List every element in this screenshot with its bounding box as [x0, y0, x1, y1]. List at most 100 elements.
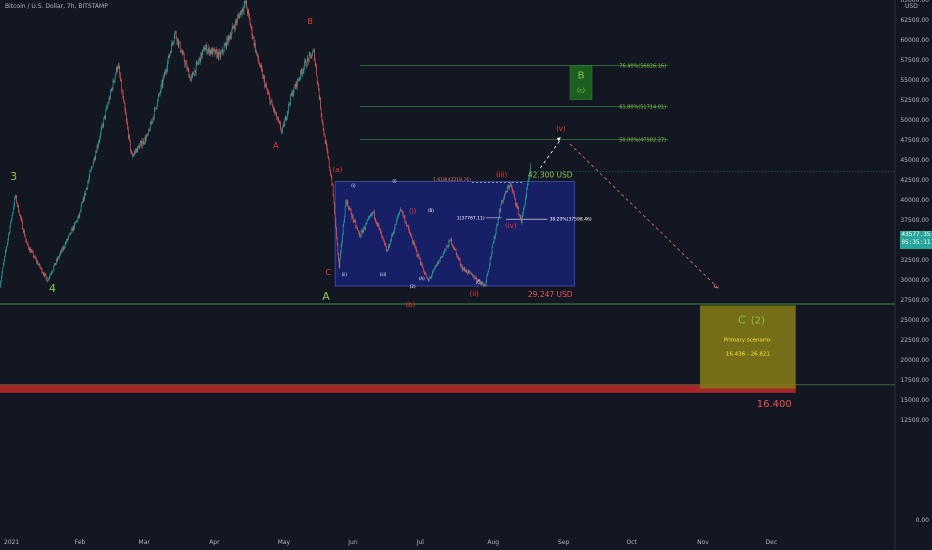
candle-body: [387, 249, 388, 251]
candle-body: [3, 264, 4, 268]
candle-body: [518, 207, 519, 215]
candle-body: [235, 20, 236, 30]
candle-body: [467, 270, 469, 274]
candle-body: [417, 254, 418, 257]
candle-body: [497, 219, 499, 225]
candle-body: [347, 201, 349, 206]
current-price-value: 43577.35: [901, 231, 931, 238]
candle-body: [523, 206, 525, 209]
candle-body: [125, 110, 126, 115]
candle-body: [207, 51, 208, 54]
level-label: 38.20%(37598.46): [549, 217, 591, 223]
candle-body: [336, 226, 337, 238]
candle-body: [465, 270, 466, 273]
candle-body: [163, 75, 164, 80]
candle-body: [76, 220, 78, 222]
candle-body: [277, 118, 279, 120]
candle-body: [354, 219, 355, 222]
candle-body: [487, 273, 488, 276]
candle-body: [220, 53, 222, 58]
candle-body: [454, 248, 456, 250]
candle-body: [162, 79, 164, 86]
candle-body: [41, 268, 43, 273]
bar-countdown: 05:35:11: [901, 239, 931, 246]
candle-body: [22, 229, 24, 233]
candle-body: [51, 272, 53, 274]
candle-body: [253, 37, 255, 46]
candle-body: [322, 119, 323, 123]
candle-body: [167, 61, 168, 69]
candle-body: [497, 224, 498, 226]
candle-body: [164, 71, 166, 77]
candle-body: [109, 97, 111, 99]
candle-body: [203, 47, 204, 50]
candle-body: [437, 261, 438, 266]
candle-body: [134, 152, 135, 155]
candle-body: [445, 245, 447, 250]
candle-body: [265, 84, 266, 87]
candle-body: [280, 129, 282, 132]
candle-body: [114, 80, 115, 82]
candle-body: [282, 123, 284, 127]
candle-body: [94, 157, 96, 161]
candle-body: [183, 52, 184, 55]
candle-body: [82, 201, 83, 204]
candle-body: [421, 263, 423, 268]
candle-body: [107, 104, 109, 107]
candle-body: [458, 258, 460, 260]
candle-body: [363, 226, 365, 231]
candle-body: [215, 49, 217, 51]
candle-body: [237, 17, 238, 22]
candle-body: [13, 205, 15, 209]
candle-body: [115, 73, 117, 77]
candle-body: [451, 243, 453, 246]
candle-body: [261, 65, 262, 69]
candle-body: [495, 233, 496, 238]
candle-body: [346, 200, 347, 205]
candle-body: [314, 49, 315, 61]
candle-body: [156, 105, 158, 109]
candle-body: [499, 210, 500, 218]
candle-body: [338, 253, 339, 260]
candle-body: [513, 193, 515, 195]
candle-body: [93, 158, 95, 164]
range-top-label: 42.300 USD: [528, 171, 573, 180]
candle-body: [307, 57, 309, 59]
candle-body: [365, 223, 367, 228]
candle-body: [191, 74, 193, 77]
candle-body: [219, 51, 220, 53]
candle-body: [198, 60, 200, 64]
candle-body: [434, 267, 436, 269]
candle-body: [425, 274, 427, 278]
candle-body: [308, 54, 310, 62]
candle-body: [423, 271, 425, 274]
candle-body: [501, 200, 502, 205]
candle-body: [140, 141, 142, 143]
candle-body: [202, 49, 204, 53]
candle-body: [182, 52, 184, 54]
candle-body: [112, 88, 113, 90]
candle-body: [150, 122, 152, 125]
currency-scale-label[interactable]: USD: [905, 3, 918, 10]
candle-body: [245, 0, 246, 3]
candle-body: [72, 228, 73, 232]
candle-body: [523, 208, 524, 214]
level-label: 1(37767.11): [457, 215, 485, 221]
candle-body: [404, 217, 406, 223]
candle-body: [206, 45, 208, 54]
candle-body: [52, 269, 54, 272]
wave-label: 3: [10, 170, 17, 183]
candle-body: [448, 241, 450, 247]
wave-label: (ii): [470, 290, 480, 298]
candle-body: [337, 243, 339, 254]
candle-body: [279, 120, 280, 123]
candle-body: [481, 282, 482, 285]
candle-body: [124, 104, 126, 111]
candle-body: [455, 250, 457, 253]
candle-body: [525, 199, 526, 206]
candle-body: [256, 50, 257, 55]
candle-body: [227, 38, 228, 45]
candle-body: [297, 79, 299, 81]
candle-body: [498, 217, 500, 220]
